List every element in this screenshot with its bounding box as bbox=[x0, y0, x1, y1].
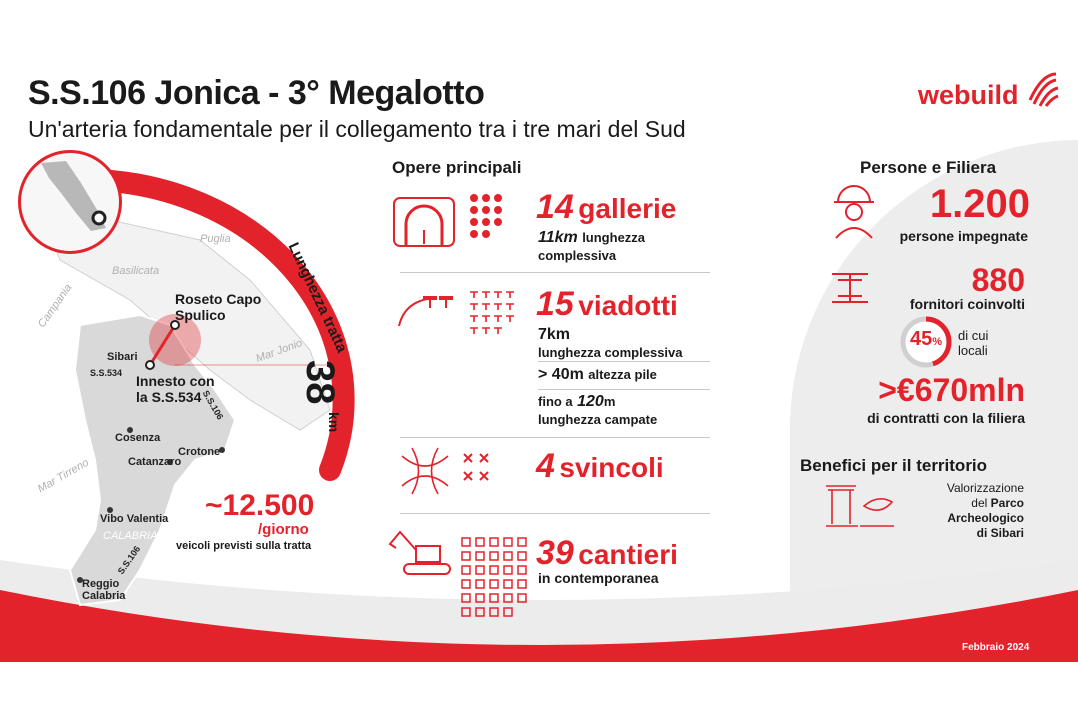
local-pct: 45% bbox=[903, 328, 949, 351]
local-pct-value: 45 bbox=[909, 328, 933, 350]
city-crotone: Crotone bbox=[178, 446, 221, 458]
benefits-line4: di Sibari bbox=[976, 526, 1024, 540]
cantieri-detail: in contemporanea bbox=[538, 570, 659, 586]
footer-date: Febbraio 2024 bbox=[962, 642, 1030, 653]
viadotti-grid-icon bbox=[470, 291, 514, 334]
gallerie-detail-a: lunghezza bbox=[582, 230, 646, 245]
svincoli-cross-icon bbox=[463, 453, 489, 481]
gallerie-detail: 11km lunghezza complessiva bbox=[538, 229, 645, 265]
excavator-icon bbox=[388, 530, 451, 575]
gallerie-dots-icon bbox=[470, 194, 502, 238]
benefits-line2b: Parco bbox=[990, 496, 1024, 510]
svincoli-label: svincoli bbox=[559, 452, 664, 483]
region-label-calabria: CALABRIA bbox=[103, 530, 158, 542]
viadotti-detail1-text: lunghezza complessiva bbox=[538, 345, 683, 360]
fornitori-label: fornitori coinvolti bbox=[909, 296, 1025, 312]
italy-inset-map bbox=[18, 150, 122, 254]
city-vibo-valentia: Vibo Valentia bbox=[100, 513, 169, 525]
benefits-line1: Valorizzazione bbox=[946, 481, 1024, 495]
viadotti-label: viadotti bbox=[578, 290, 678, 321]
divider bbox=[400, 272, 710, 273]
benefits-line2a: del bbox=[971, 496, 988, 510]
contratti-label: di contratti con la filiera bbox=[867, 410, 1025, 426]
viadotti-detail2-num: > 40m bbox=[538, 366, 584, 383]
viaduct-icon bbox=[398, 296, 453, 327]
divider bbox=[538, 361, 710, 362]
city-cosenza: Cosenza bbox=[115, 432, 161, 444]
benefits-heading: Benefici per il territorio bbox=[800, 456, 988, 475]
length-unit: km bbox=[326, 412, 342, 433]
city-catanzaro: Catanzaro bbox=[128, 456, 182, 468]
traffic-note: veicoli previsti sulla tratta bbox=[176, 540, 312, 552]
bottom-red-wave bbox=[0, 590, 1078, 662]
interchange-icon bbox=[401, 447, 449, 495]
viadotti-detail-2: > 40m altezza pile bbox=[538, 366, 657, 384]
gallerie-num: 14 bbox=[536, 188, 574, 226]
calabria-shape bbox=[68, 313, 237, 607]
fornitori-num: 880 bbox=[971, 262, 1025, 298]
page-title: S.S.106 Jonica - 3° Megalotto bbox=[28, 74, 485, 112]
gallerie-detail-b: complessiva bbox=[538, 248, 617, 263]
gallerie-stat: 14 gallerie bbox=[536, 188, 676, 227]
city-reggio-calabria: Reggio Calabria bbox=[82, 578, 126, 602]
traffic-value: ~12.500 bbox=[205, 489, 315, 522]
endpoint-innesto: Innesto con la S.S.534 bbox=[136, 373, 215, 405]
viadotti-num: 15 bbox=[536, 285, 574, 323]
local-share-donut bbox=[900, 316, 952, 368]
divider bbox=[538, 389, 710, 390]
gallerie-label: gallerie bbox=[578, 193, 677, 224]
svincoli-num: 4 bbox=[536, 447, 555, 485]
viadotti-detail1-num: 7km bbox=[538, 326, 571, 343]
region-label-puglia: Puglia bbox=[200, 233, 231, 245]
road-ss534: S.S.534 bbox=[90, 368, 123, 378]
contratti-num: >€670mln bbox=[878, 372, 1025, 408]
benefits-line3: Archeologico bbox=[947, 511, 1024, 525]
divider bbox=[400, 513, 710, 514]
viadotti-detail3-unit: m bbox=[603, 394, 616, 409]
people-heading: Persone e Filiera bbox=[860, 158, 997, 177]
cantieri-num: 39 bbox=[536, 534, 574, 572]
local-pct-sign: % bbox=[932, 336, 943, 348]
steel-beam-icon bbox=[832, 273, 868, 303]
endpoint-roseto: Roseto Capo Spulico bbox=[175, 291, 262, 323]
viadotti-detail-1: 7km lunghezza complessiva bbox=[538, 326, 683, 362]
persone-num: 1.200 bbox=[929, 182, 1030, 226]
local-share-fill bbox=[900, 316, 952, 368]
viadotti-stat: 15 viadotti bbox=[536, 285, 678, 324]
webuild-logo-mark-icon bbox=[1028, 72, 1059, 107]
works-heading: Opere principali bbox=[392, 158, 522, 177]
length-value: 38 bbox=[298, 360, 342, 405]
viadotti-detail2-text: altezza pile bbox=[588, 367, 657, 382]
viadotti-detail3-text: lunghezza campate bbox=[538, 412, 658, 427]
cantieri-stat: 39 cantieri bbox=[536, 534, 678, 573]
viadotti-detail-3: fino a 120m lunghezza campate bbox=[538, 393, 657, 429]
gallerie-detail-num: 11km bbox=[538, 229, 578, 246]
city-sibari: Sibari bbox=[107, 351, 138, 363]
archaeological-ruins-icon bbox=[826, 485, 894, 527]
calabria-map bbox=[39, 209, 331, 607]
viadotti-detail3-num: 120 bbox=[577, 393, 604, 410]
cantieri-label: cantieri bbox=[578, 539, 678, 570]
local-label-b: locali bbox=[958, 343, 988, 358]
length-arc bbox=[84, 169, 355, 481]
local-label-a: di cui bbox=[958, 328, 989, 343]
worker-helmet-icon bbox=[834, 185, 874, 239]
traffic-unit: /giorno bbox=[258, 521, 309, 538]
tunnel-icon bbox=[393, 197, 455, 247]
page-subtitle: Un'arteria fondamentale per il collegame… bbox=[28, 116, 686, 142]
region-label-basilicata: Basilicata bbox=[112, 265, 160, 277]
webuild-logo: webuild bbox=[918, 80, 1019, 110]
svincoli-stat: 4 svincoli bbox=[536, 447, 664, 486]
viadotti-detail3-a: fino a bbox=[538, 394, 573, 409]
persone-label: persone impegnate bbox=[899, 228, 1028, 244]
divider bbox=[400, 437, 710, 438]
benefits-text: Valorizzazione del Parco Archeologico di… bbox=[900, 481, 1024, 541]
cantieri-grid-icon bbox=[461, 537, 527, 617]
